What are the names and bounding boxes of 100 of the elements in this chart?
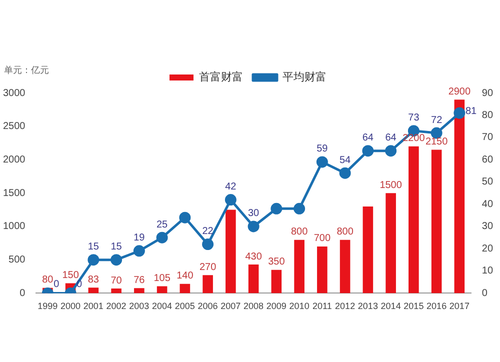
point bbox=[339, 167, 351, 179]
data-label: 800 bbox=[290, 226, 308, 238]
data-label: 140 bbox=[176, 270, 194, 282]
y2-tick-label: 70 bbox=[482, 132, 494, 144]
bar bbox=[454, 100, 465, 294]
data-label: 0 bbox=[54, 278, 60, 290]
bar bbox=[362, 206, 374, 294]
point bbox=[110, 254, 122, 266]
data-label: 150 bbox=[62, 270, 80, 281]
y2-tick-label: 60 bbox=[482, 154, 494, 166]
x-tick-label: 2015 bbox=[404, 301, 424, 312]
data-label: 105 bbox=[154, 272, 171, 284]
x-tick-label: 2016 bbox=[426, 301, 447, 312]
point bbox=[224, 194, 236, 206]
data-label: 72 bbox=[431, 114, 443, 126]
y-tick-label: 2500 bbox=[2, 121, 26, 132]
data-label: 800 bbox=[336, 226, 354, 238]
x-tick-label: 2006 bbox=[198, 301, 218, 312]
x-tick-label: 1999 bbox=[38, 301, 58, 312]
y-axis-title: 单元：亿元 bbox=[4, 64, 49, 76]
data-label: 22 bbox=[202, 226, 214, 238]
point bbox=[202, 238, 214, 250]
data-label: 430 bbox=[245, 251, 262, 262]
x-tick-label: 2004 bbox=[152, 301, 172, 312]
data-label: 70 bbox=[110, 275, 122, 286]
x-tick-label: 2007 bbox=[220, 301, 241, 312]
bar bbox=[271, 270, 282, 294]
legend-label: 平均财富 bbox=[282, 70, 326, 84]
point bbox=[156, 232, 168, 244]
data-label: 270 bbox=[199, 262, 217, 273]
data-label: 64 bbox=[385, 132, 397, 144]
y2-tick-label: 40 bbox=[482, 198, 494, 210]
point bbox=[179, 212, 191, 224]
bar bbox=[248, 264, 259, 294]
data-label: 15 bbox=[110, 242, 122, 253]
data-label: 2150 bbox=[425, 136, 448, 148]
bar bbox=[134, 288, 144, 294]
bar bbox=[88, 288, 99, 294]
data-label: 700 bbox=[314, 233, 331, 244]
y2-tick-label: 10 bbox=[482, 266, 494, 277]
point bbox=[248, 220, 260, 232]
point bbox=[270, 202, 282, 214]
data-label: 54 bbox=[340, 154, 352, 166]
point bbox=[362, 145, 374, 157]
point bbox=[316, 156, 328, 168]
x-tick-label: 2002 bbox=[106, 301, 126, 312]
bar bbox=[294, 240, 304, 294]
y2-tick-label: 50 bbox=[482, 176, 494, 188]
y-tick-label: 3000 bbox=[2, 88, 26, 99]
data-label: 81 bbox=[465, 106, 477, 117]
data-label: 80 bbox=[42, 274, 54, 286]
y2-tick-label: 0 bbox=[482, 288, 488, 299]
point bbox=[454, 107, 466, 119]
x-tick-label: 2011 bbox=[312, 301, 332, 312]
bar bbox=[408, 146, 419, 294]
x-tick-label: 2010 bbox=[289, 301, 310, 312]
data-label: 59 bbox=[316, 144, 328, 155]
x-tick-label: 2001 bbox=[83, 301, 104, 312]
x-tick-label: 2017 bbox=[449, 301, 470, 312]
data-label: 1500 bbox=[380, 180, 402, 191]
y-tick-label: 0 bbox=[20, 288, 26, 299]
y-tick-label: 1000 bbox=[2, 221, 26, 232]
point bbox=[133, 245, 145, 257]
bar bbox=[340, 240, 350, 294]
y2-tick-label: 90 bbox=[482, 88, 494, 99]
point bbox=[385, 145, 397, 157]
x-tick-label: 2012 bbox=[335, 301, 356, 312]
y-tick-label: 1500 bbox=[2, 188, 26, 199]
y2-tick-label: 30 bbox=[482, 221, 494, 232]
bar bbox=[180, 284, 190, 294]
data-label: 19 bbox=[134, 232, 146, 244]
data-label: 64 bbox=[362, 132, 374, 144]
y-tick-label: 2000 bbox=[2, 154, 26, 166]
bar bbox=[202, 275, 213, 294]
point bbox=[294, 202, 306, 214]
data-label: 30 bbox=[248, 208, 260, 220]
y2-tick-label: 20 bbox=[482, 243, 494, 254]
x-tick-label: 2000 bbox=[60, 301, 81, 312]
data-label: 2900 bbox=[448, 86, 471, 98]
x-tick-label: 2009 bbox=[266, 301, 286, 312]
bar bbox=[431, 150, 442, 294]
y2-tick-label: 80 bbox=[482, 110, 494, 121]
bar bbox=[317, 246, 328, 294]
x-tick-label: 2003 bbox=[129, 301, 150, 312]
data-label: 83 bbox=[88, 274, 100, 286]
y-tick-label: 500 bbox=[8, 254, 26, 266]
x-tick-label: 2008 bbox=[244, 301, 264, 312]
x-tick-label: 2013 bbox=[358, 301, 378, 312]
data-label: 42 bbox=[225, 182, 237, 193]
point bbox=[88, 254, 100, 266]
legend-label: 首富财富 bbox=[199, 70, 243, 84]
data-label: 350 bbox=[268, 256, 286, 268]
x-tick-label: 2005 bbox=[174, 301, 195, 312]
data-label: 0 bbox=[76, 278, 83, 290]
data-label: 15 bbox=[88, 242, 100, 253]
data-label: 73 bbox=[408, 112, 420, 124]
bar bbox=[156, 286, 168, 294]
x-tick-label: 2014 bbox=[380, 301, 401, 312]
data-label: 76 bbox=[134, 274, 146, 286]
bar bbox=[226, 210, 236, 294]
